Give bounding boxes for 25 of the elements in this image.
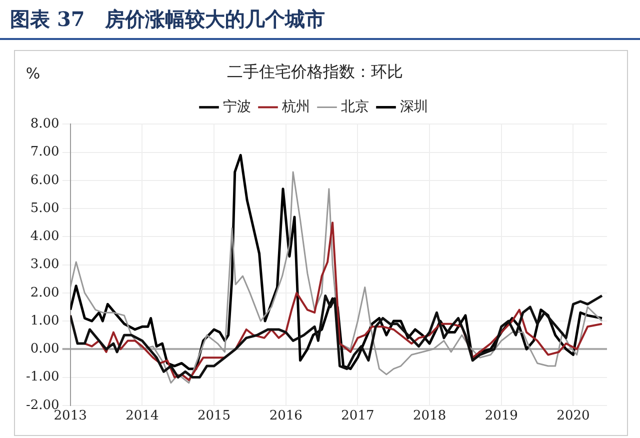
y-tick-label: 5.00: [30, 200, 60, 216]
chart-title: 图表 37 房价涨幅较大的几个城市: [0, 0, 640, 40]
x-tick-label: 2020: [556, 408, 590, 424]
x-tick-label: 2015: [197, 408, 231, 424]
x-tick-label: 2016: [269, 408, 302, 424]
x-tick-label: 2014: [126, 408, 159, 424]
y-tick-label: 8.00: [30, 116, 60, 132]
legend-label: 深圳: [400, 98, 428, 115]
x-tick-label: 2017: [341, 408, 374, 424]
x-tick-label: 2019: [484, 408, 518, 424]
y-tick-label: 1.00: [30, 313, 60, 328]
legend-label: 杭州: [281, 98, 310, 115]
x-tick-label: 2018: [413, 408, 446, 424]
y-tick-label: 4.00: [30, 229, 60, 244]
x-tick-label: 2013: [54, 408, 87, 424]
y-tick-label: 6.00: [30, 172, 60, 188]
y-axis-title: %: [26, 64, 40, 83]
legend-label: 宁波: [223, 98, 251, 115]
y-tick-label: 2.00: [30, 285, 60, 300]
chart-subtitle: 二手住宅价格指数：环比: [227, 62, 403, 81]
y-tick-label: 7.00: [30, 144, 60, 160]
y-tick-label: 0.00: [30, 342, 60, 357]
y-tick-label: 3.00: [30, 257, 60, 272]
y-tick-label: -1.00: [26, 370, 60, 385]
legend-label: 北京: [341, 98, 369, 115]
